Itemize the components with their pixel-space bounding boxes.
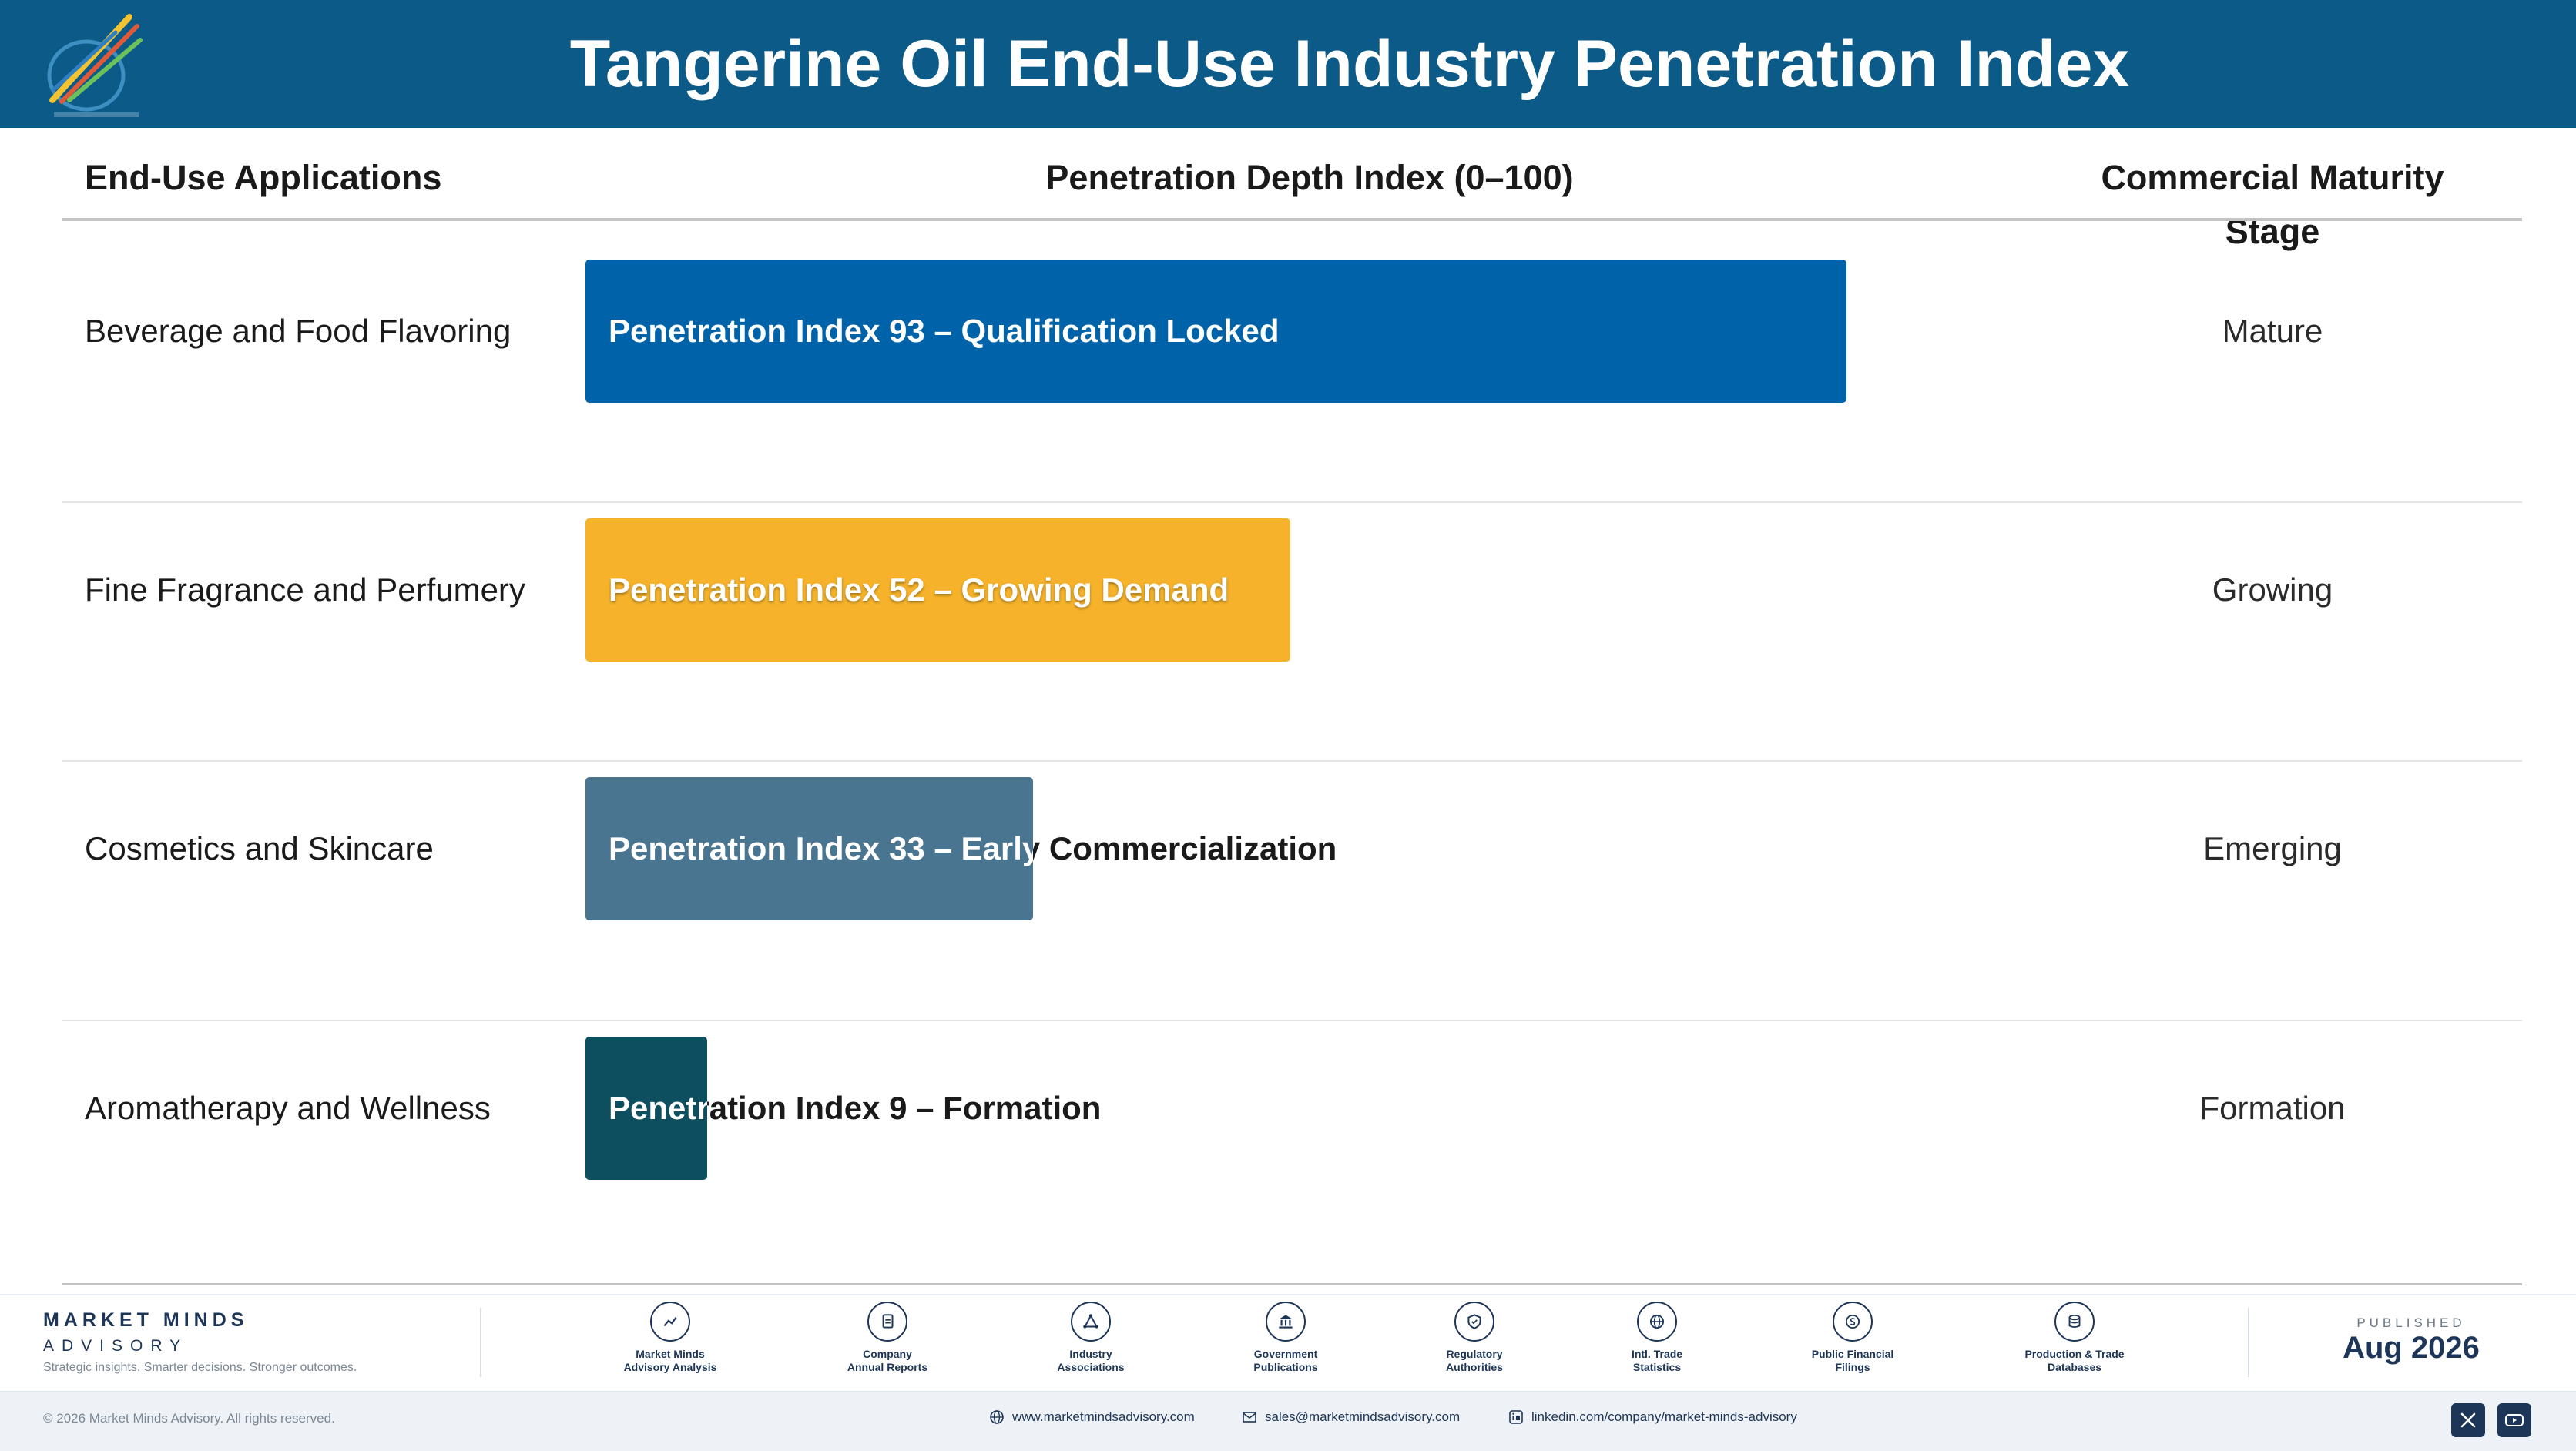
penetration-bar <box>585 260 1846 403</box>
footer-divider-left <box>480 1308 481 1377</box>
source-item: Market Minds Advisory Analysis <box>597 1302 743 1374</box>
website-link[interactable]: www.marketmindsadvisory.com <box>989 1409 1195 1425</box>
linkedin-text: linkedin.com/company/market-minds-adviso… <box>1531 1409 1797 1424</box>
footer-divider-right <box>2248 1308 2249 1377</box>
page-title: Tangerine Oil End-Use Industry Penetrati… <box>569 27 2130 101</box>
source-label-line1: Production & Trade <box>2024 1348 2125 1360</box>
application-label: Aromatherapy and Wellness <box>85 1090 491 1126</box>
footer-brand-name: MARKET MINDS <box>43 1309 249 1331</box>
source-item: Public Financial Filings <box>1779 1302 1926 1374</box>
source-label-line2: Databases <box>2047 1361 2102 1373</box>
source-item: Industry Associations <box>1018 1302 1164 1374</box>
website-text: www.marketmindsadvisory.com <box>1012 1409 1195 1424</box>
source-label: Industry Associations <box>1018 1348 1164 1374</box>
document-icon <box>867 1302 907 1342</box>
source-item: Government Publications <box>1213 1302 1359 1374</box>
bar-label: Penetration Index 9 – Formation <box>609 1037 1101 1180</box>
source-label-line1: Public Financial <box>1811 1348 1894 1360</box>
maturity-stage: Formation <box>2199 1090 2346 1126</box>
row-divider <box>62 760 2522 762</box>
globe-icon <box>1637 1302 1677 1342</box>
linkedin-icon <box>1509 1410 1523 1424</box>
youtube-social-button[interactable] <box>2497 1403 2531 1437</box>
source-label: Public Financial Filings <box>1779 1348 1926 1374</box>
application-label: Cosmetics and Skincare <box>85 830 434 866</box>
column-header-applications: End-Use Applications <box>85 158 442 197</box>
maturity-stage: Emerging <box>2203 830 2342 866</box>
published-date: Aug 2026 <box>2343 1331 2480 1365</box>
shield-icon <box>1454 1302 1494 1342</box>
envelope-icon <box>1243 1412 1256 1423</box>
bar-label: Penetration Index 93 – Qualification Loc… <box>609 313 1280 349</box>
footer-tagline: Strategic insights. Smarter decisions. S… <box>43 1361 357 1374</box>
source-label: Intl. Trade Statistics <box>1584 1348 1730 1374</box>
header-bar: Tangerine Oil End-Use Industry Penetrati… <box>0 0 2576 128</box>
application-label: Fine Fragrance and Perfumery <box>85 571 525 608</box>
footer-brand-sub: ADVISORY <box>43 1337 189 1355</box>
source-label-line2: Annual Reports <box>847 1361 928 1373</box>
source-label-line1: Company <box>863 1348 912 1360</box>
source-label-line2: Advisory Analysis <box>623 1361 717 1373</box>
penetration-bar <box>585 777 1033 920</box>
source-item: Production & Trade Databases <box>2001 1302 2148 1374</box>
linkedin-link[interactable]: linkedin.com/company/market-minds-adviso… <box>1508 1409 1797 1425</box>
source-item: Company Annual Reports <box>814 1302 961 1374</box>
company-logo-icon <box>47 14 143 117</box>
source-label-line2: Filings <box>1835 1361 1870 1373</box>
database-icon <box>2054 1302 2095 1342</box>
source-label: Government Publications <box>1213 1348 1359 1374</box>
chart-line-icon <box>650 1302 690 1342</box>
source-label-line2: Publications <box>1253 1361 1318 1373</box>
source-label-line1: Intl. Trade <box>1631 1348 1683 1360</box>
building-icon <box>1266 1302 1306 1342</box>
youtube-icon <box>2505 1414 2524 1426</box>
x-logo-icon <box>2460 1412 2476 1428</box>
row-divider <box>62 501 2522 503</box>
source-label: Market Minds Advisory Analysis <box>597 1348 743 1374</box>
source-label: Regulatory Authorities <box>1401 1348 1548 1374</box>
source-label: Company Annual Reports <box>814 1348 961 1374</box>
maturity-stage: Growing <box>2212 571 2333 608</box>
penetration-bar <box>585 1037 707 1180</box>
source-label-line1: Regulatory <box>1446 1348 1503 1360</box>
row-divider <box>62 1020 2522 1021</box>
bar-label: Penetration Index 33 – Early Commerciali… <box>609 777 1337 920</box>
column-header-index: Penetration Depth Index (0–100) <box>1045 158 1574 197</box>
source-label-line1: Industry <box>1069 1348 1112 1360</box>
source-label-line1: Government <box>1253 1348 1318 1360</box>
column-header-stage: Commercial Maturity Stage <box>2101 158 2444 251</box>
published-label: PUBLISHED <box>2356 1315 2466 1330</box>
network-icon <box>1071 1302 1111 1342</box>
table-bottom-divider <box>62 1283 2522 1285</box>
source-label-line1: Market Minds <box>636 1348 705 1360</box>
header-divider <box>62 218 2522 221</box>
globe-icon <box>990 1410 1004 1424</box>
email-link[interactable]: sales@marketmindsadvisory.com <box>1242 1409 1460 1425</box>
source-label-line2: Associations <box>1057 1361 1125 1373</box>
source-label-line2: Statistics <box>1632 1361 1682 1373</box>
penetration-bar <box>585 518 1290 662</box>
bar-label: Penetration Index 52 – Growing Demand <box>609 571 1229 608</box>
source-item: Intl. Trade Statistics <box>1584 1302 1730 1374</box>
source-label: Production & Trade Databases <box>2001 1348 2148 1374</box>
email-text: sales@marketmindsadvisory.com <box>1265 1409 1461 1424</box>
source-label-line2: Authorities <box>1446 1361 1503 1373</box>
footer-contact-band <box>0 1391 2576 1451</box>
copyright-text: © 2026 Market Minds Advisory. All rights… <box>43 1411 335 1426</box>
maturity-stage: Mature <box>2222 313 2323 349</box>
application-label: Beverage and Food Flavoring <box>85 313 512 349</box>
source-item: Regulatory Authorities <box>1401 1302 1548 1374</box>
coin-icon <box>1833 1302 1873 1342</box>
x-social-button[interactable] <box>2451 1403 2485 1437</box>
